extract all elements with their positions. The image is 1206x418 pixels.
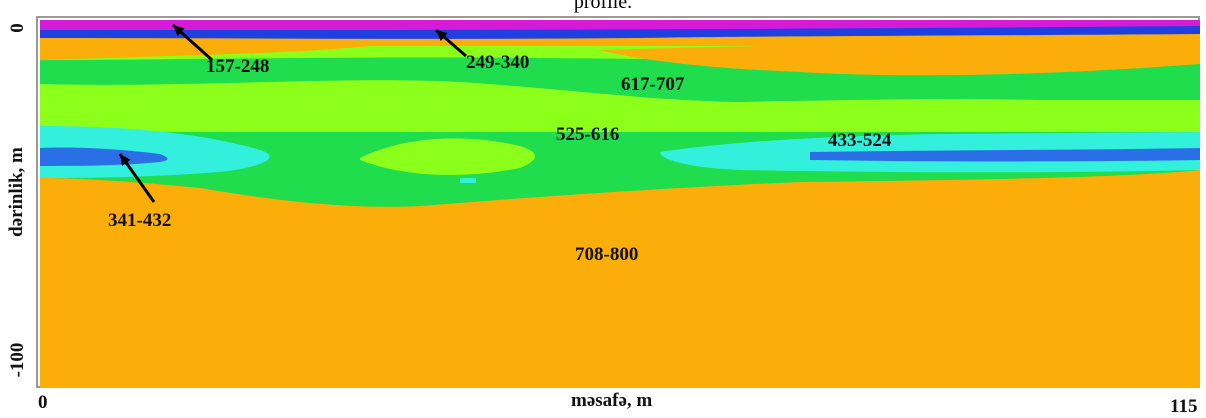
class-341-432-left-lens	[40, 147, 168, 166]
class-157-248-band	[40, 20, 1200, 30]
figure-caption: profile.	[573, 0, 633, 13]
annotation-arrows	[118, 23, 467, 203]
class-708-800-upper-lens-right	[600, 40, 1200, 76]
label-525-616: 525-616	[556, 124, 620, 145]
x-tick-0: 0	[38, 392, 48, 413]
class-249-340-speck	[460, 178, 476, 183]
plot-area	[36, 16, 1200, 388]
velocity-section-heatmap	[40, 20, 1200, 388]
y-axis-label: dərinlik, m	[6, 147, 27, 237]
label-157-248: 157-248	[206, 56, 270, 77]
class-341-432-speck	[1080, 156, 1110, 159]
y-tick-minus-100: -100	[7, 342, 28, 378]
arrow-341-432-head	[120, 154, 131, 166]
class-617-707-lower-band	[40, 80, 1200, 132]
x-axis-label: məsafə, m	[571, 390, 653, 411]
x-tick-115: 115	[1170, 396, 1198, 417]
label-249-340: 249-340	[466, 52, 530, 73]
arrow-157-248-head	[173, 25, 185, 37]
label-708-800: 708-800	[575, 244, 639, 265]
label-617-707: 617-707	[621, 74, 685, 95]
label-341-432: 341-432	[108, 210, 172, 231]
label-433-524: 433-524	[828, 130, 892, 151]
y-tick-0: 0	[7, 23, 28, 33]
arrow-249-340-head	[436, 30, 448, 42]
class-617-707-central-lens	[360, 138, 535, 175]
